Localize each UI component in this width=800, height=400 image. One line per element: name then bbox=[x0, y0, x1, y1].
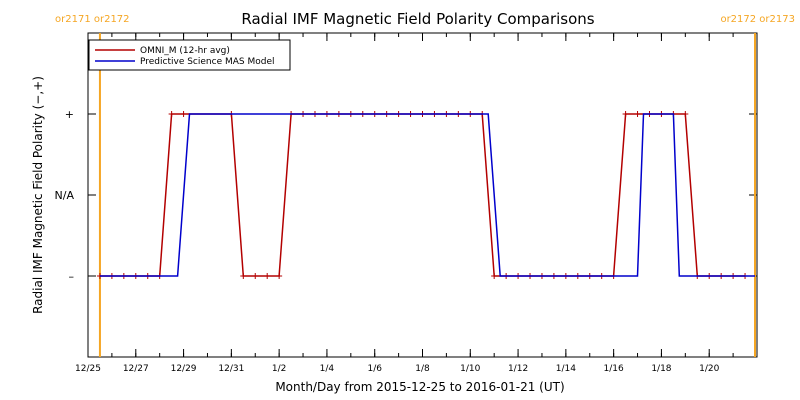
x-tick-label: 1/10 bbox=[460, 364, 480, 374]
data-point-omni bbox=[240, 273, 247, 279]
data-point-omni bbox=[634, 111, 641, 117]
x-tick-label: 12/27 bbox=[123, 364, 149, 374]
legend: OMNI_M (12-hr avg) Predictive Science MA… bbox=[88, 39, 291, 71]
carrington-label-right: or2172 or2173 bbox=[720, 14, 795, 25]
data-point-omni bbox=[491, 273, 498, 279]
series-line-omni bbox=[99, 113, 746, 277]
plot-area: 12/25 12/27 12/29 12/31 1/2 1/4 1/6 1/8 1/10 1/12… bbox=[55, 32, 758, 374]
data-point-omni bbox=[682, 111, 689, 117]
x-axis-label: Month/Day from 2015-12-25 to 2016-01-21 … bbox=[275, 380, 564, 394]
legend-label-omni: OMNI_M (12-hr avg) bbox=[140, 46, 230, 56]
y-tick-label: N/A bbox=[55, 189, 75, 202]
x-tick-label: 1/16 bbox=[604, 364, 624, 374]
data-point-omni bbox=[622, 111, 629, 117]
x-tick-label: 1/4 bbox=[320, 364, 335, 374]
x-tick-label: 1/18 bbox=[651, 364, 671, 374]
data-point-omni bbox=[276, 273, 283, 279]
data-point-omni bbox=[252, 273, 259, 279]
carrington-label-left: or2171 or2172 bbox=[55, 14, 130, 25]
x-tick-label: 1/14 bbox=[556, 364, 576, 374]
x-tick-label: 1/12 bbox=[508, 364, 528, 374]
y-tick-label: – bbox=[69, 270, 75, 283]
data-point-omni bbox=[168, 111, 175, 117]
chart-title: Radial IMF Magnetic Field Polarity Compa… bbox=[241, 10, 594, 28]
x-tick-label: 1/2 bbox=[272, 364, 286, 374]
y-tick-label: + bbox=[65, 108, 74, 121]
x-tick-label: 1/20 bbox=[699, 364, 719, 374]
x-tick-label: 12/25 bbox=[75, 364, 101, 374]
legend-label-mas: Predictive Science MAS Model bbox=[140, 57, 275, 67]
data-point-omni bbox=[264, 273, 271, 279]
x-tick-label: 1/6 bbox=[367, 364, 382, 374]
plot-frame bbox=[87, 32, 758, 358]
data-point-omni bbox=[180, 111, 187, 117]
y-axis-label: Radial IMF Magnetic Field Polarity (−,+) bbox=[31, 76, 45, 314]
x-tick-label: 12/31 bbox=[218, 364, 244, 374]
x-tick-label: 12/29 bbox=[171, 364, 197, 374]
legend-box bbox=[88, 39, 291, 71]
series-line-mas bbox=[99, 113, 755, 277]
x-tick-label: 1/8 bbox=[415, 364, 430, 374]
